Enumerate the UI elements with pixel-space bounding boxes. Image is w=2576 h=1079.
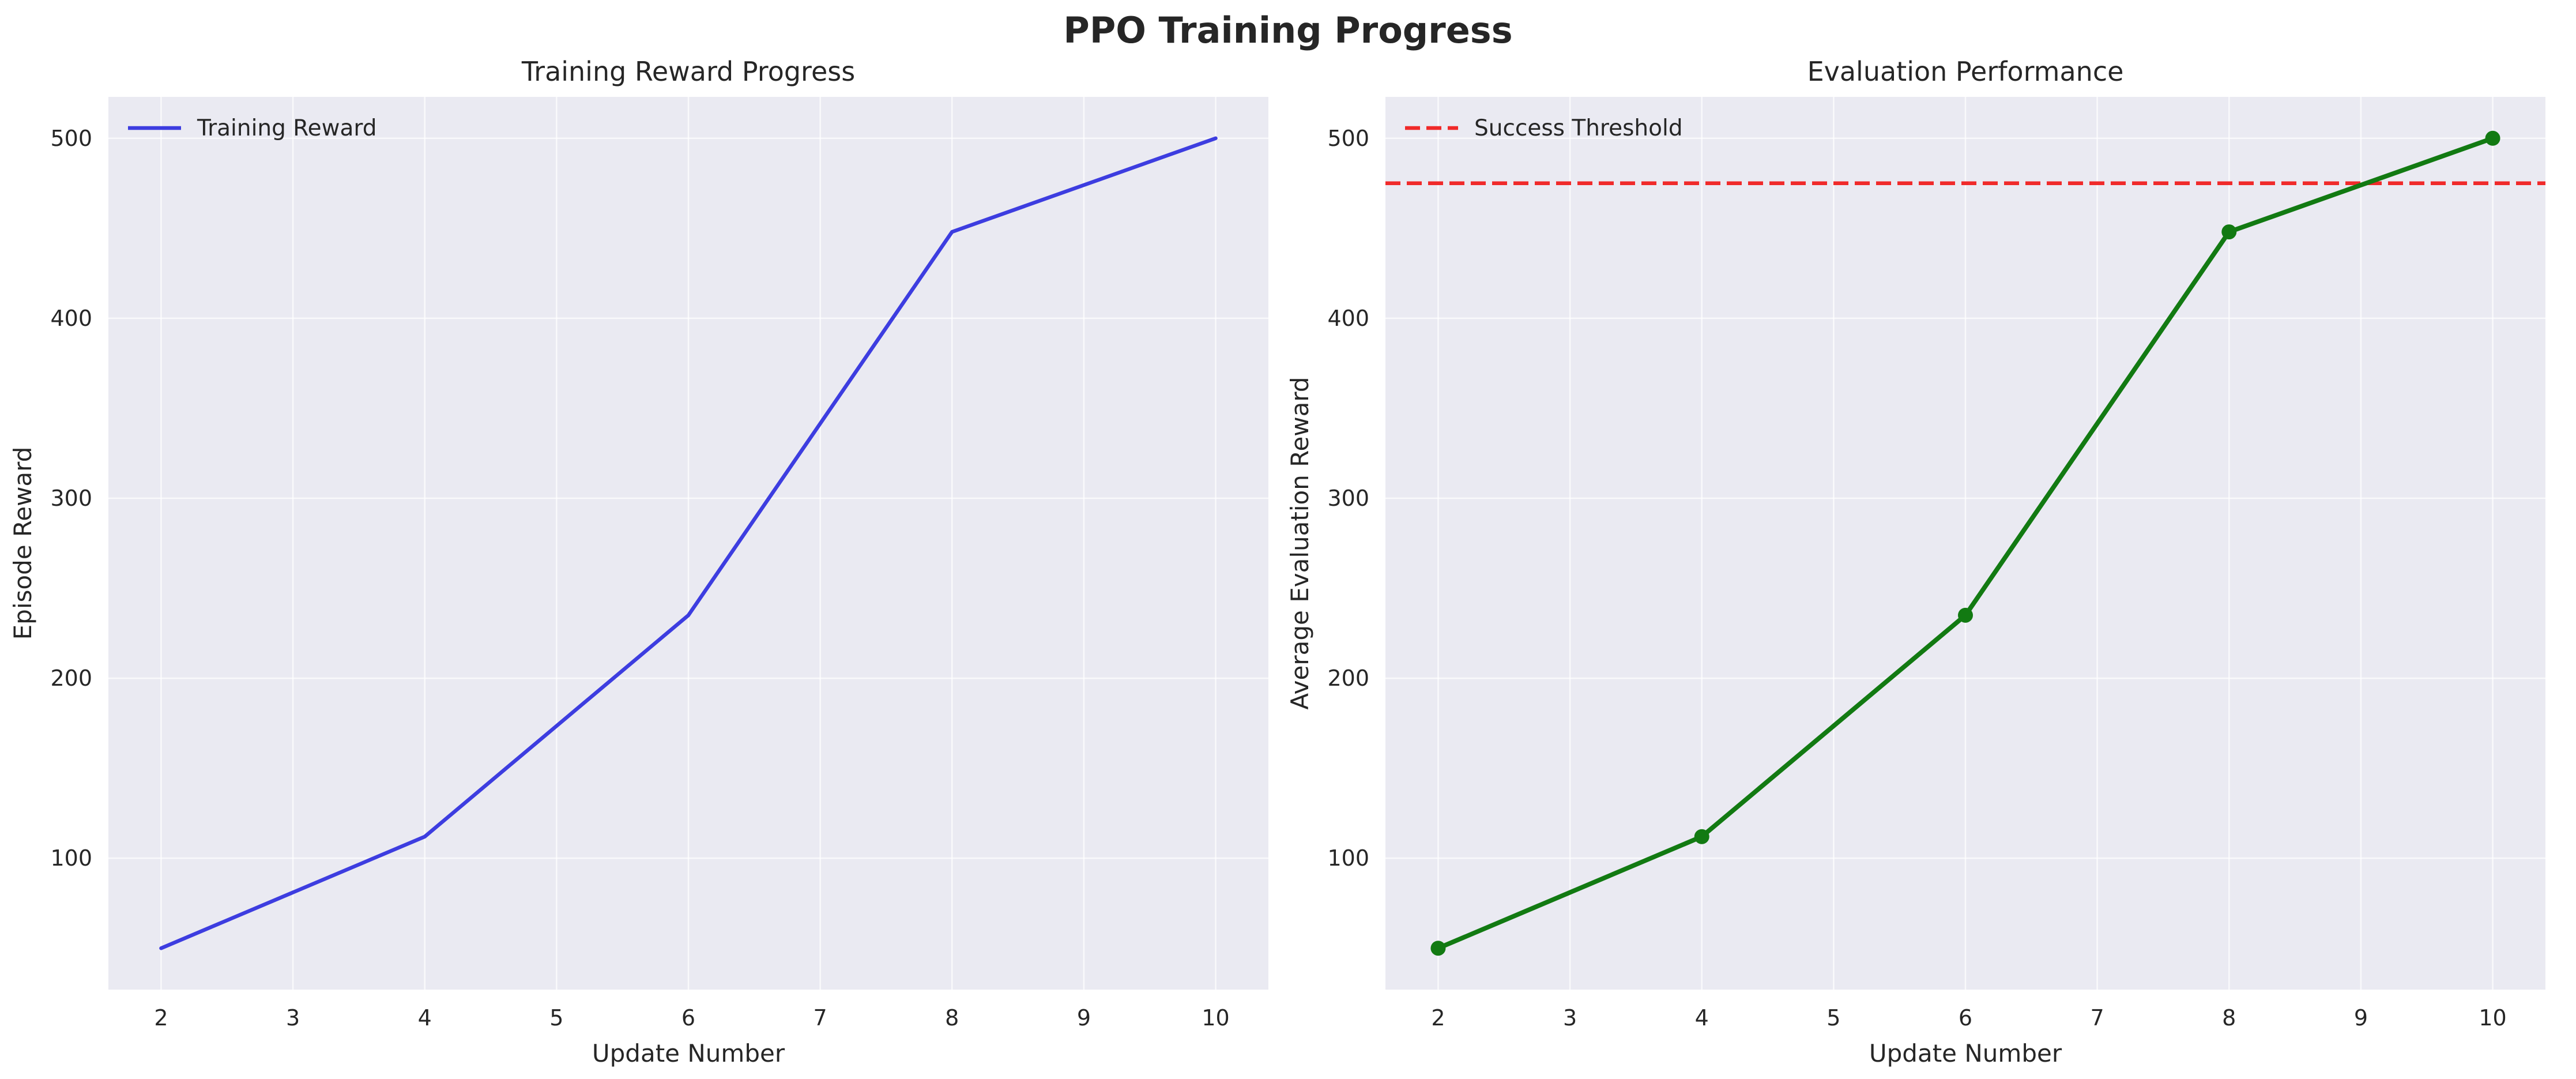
training-chart-title: Training Reward Progress	[521, 56, 855, 87]
training-y-tick-label: 500	[50, 126, 92, 151]
training-x-tick-label: 3	[286, 1005, 300, 1031]
training-data-layer	[159, 136, 1218, 950]
evaluation-data-point	[1694, 829, 1709, 844]
evaluation-legend-label: Success Threshold	[1474, 115, 1683, 141]
training-x-tick-label: 4	[418, 1005, 432, 1031]
evaluation-x-tick-label: 8	[2222, 1005, 2236, 1031]
training-x-tick-label: 6	[681, 1005, 695, 1031]
training-reward-panel: 2 3 4 5 6 7 8 9 10 100 200 300 400 500 Training Reward…	[9, 56, 1268, 1067]
training-x-tick-label: 8	[945, 1005, 959, 1031]
training-x-tick-label: 5	[549, 1005, 563, 1031]
training-x-tick-label: 7	[814, 1005, 827, 1031]
evaluation-performance-panel: 2 3 4 5 6 7 8 9 10 100 200 300 400 500 Evaluation Perf…	[1286, 56, 2545, 1067]
evaluation-x-axis-label: Update Number	[1869, 1039, 2062, 1067]
training-legend-label: Training Reward	[197, 115, 377, 141]
evaluation-x-tick-label: 7	[2091, 1005, 2104, 1031]
evaluation-y-axis-label: Average Evaluation Reward	[1286, 377, 1314, 709]
training-series-line	[159, 136, 1218, 950]
evaluation-data-point	[2221, 224, 2237, 240]
training-x-axis-label: Update Number	[592, 1039, 785, 1067]
evaluation-x-tick-label: 5	[1826, 1005, 1840, 1031]
evaluation-y-tick-label: 400	[1327, 306, 1369, 331]
evaluation-chart-title: Evaluation Performance	[1807, 56, 2124, 87]
evaluation-y-tick-label: 200	[1327, 666, 1369, 691]
training-x-tick-label: 10	[1202, 1005, 1229, 1031]
evaluation-y-tick-label: 300	[1327, 486, 1369, 511]
training-x-tick-label: 2	[154, 1005, 168, 1031]
evaluation-x-tick-label: 6	[1959, 1005, 1972, 1031]
evaluation-x-tick-label: 4	[1695, 1005, 1709, 1031]
evaluation-y-tick-label: 100	[1327, 845, 1369, 871]
training-y-tick-label: 300	[50, 486, 92, 511]
evaluation-data-point	[1430, 941, 1446, 956]
evaluation-y-tick-label: 500	[1327, 126, 1369, 151]
figure-title: PPO Training Progress	[1063, 9, 1512, 51]
evaluation-x-tick-label: 10	[2479, 1005, 2506, 1031]
evaluation-data-layer	[1385, 130, 2545, 956]
evaluation-x-tick-label: 9	[2354, 1005, 2368, 1031]
training-x-tick-label: 9	[1077, 1005, 1091, 1031]
training-y-tick-label: 100	[50, 845, 92, 871]
evaluation-data-point	[2485, 130, 2500, 146]
training-y-axis-label: Episode Reward	[9, 447, 37, 640]
training-y-tick-label: 400	[50, 306, 92, 331]
evaluation-x-tick-label: 2	[1431, 1005, 1445, 1031]
evaluation-data-point	[1958, 607, 1973, 623]
training-y-tick-label: 200	[50, 666, 92, 691]
evaluation-x-tick-label: 3	[1563, 1005, 1577, 1031]
